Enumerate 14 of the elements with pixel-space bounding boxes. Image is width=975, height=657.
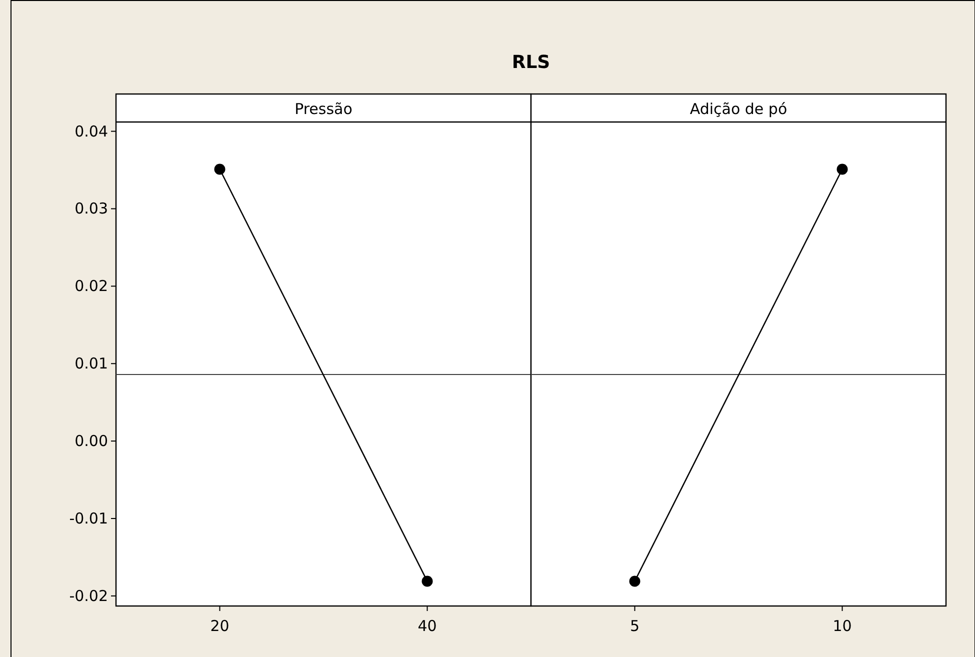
x-tick-label: 20 xyxy=(210,617,230,635)
y-tick-label: 0.02 xyxy=(74,277,108,296)
y-tick-label: -0.01 xyxy=(69,509,108,528)
y-tick-label: 0.04 xyxy=(74,122,108,140)
chart-subtitle: Pressão xyxy=(294,100,352,118)
chart-title: RLS xyxy=(512,52,550,73)
y-tick-label: 0.03 xyxy=(74,200,108,218)
chart-subtitle: Adição de pó xyxy=(690,100,788,118)
x-tick-label: 5 xyxy=(630,617,640,635)
x-tick-label: 40 xyxy=(418,617,437,635)
y-tick-label: -0.02 xyxy=(69,586,108,605)
y-tick-label: 0.01 xyxy=(74,354,108,373)
y-tick-label: 0.00 xyxy=(74,432,108,450)
x-tick-label: 10 xyxy=(832,617,852,635)
